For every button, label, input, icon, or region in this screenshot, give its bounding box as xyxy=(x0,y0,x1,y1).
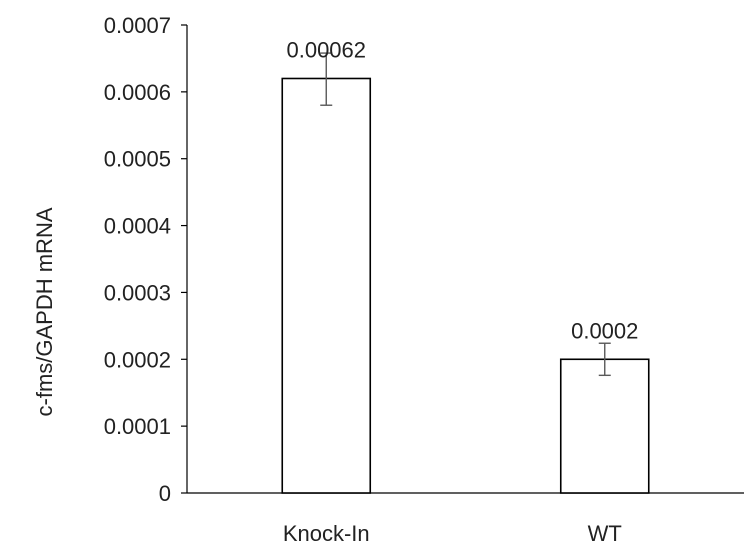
axes: 0 0.0001 0.0002 0.0003 0.0004 0.0005 0.0006 0.0… xyxy=(104,13,744,546)
bar-wt xyxy=(559,358,650,494)
y-tick-label: 0.0006 xyxy=(104,80,171,105)
error-bars xyxy=(320,52,611,377)
y-tick-label: 0.0003 xyxy=(104,280,171,305)
data-label: 0.00062 xyxy=(286,37,366,62)
data-label: 0.0002 xyxy=(571,318,638,343)
data-labels: 0.00062 0.0002 xyxy=(286,37,638,343)
y-tick-label: 0.0004 xyxy=(104,214,171,239)
x-tick-label: WT xyxy=(588,521,622,546)
y-tick-label: 0.0007 xyxy=(104,13,171,38)
x-tick-label: Knock-In xyxy=(283,521,370,546)
bar-knock-in xyxy=(281,77,372,494)
bars xyxy=(281,77,650,494)
y-tick-label: 0 xyxy=(159,481,171,506)
y-tick-label: 0.0005 xyxy=(104,147,171,172)
y-tick-label: 0.0002 xyxy=(104,347,171,372)
y-tick-label: 0.0001 xyxy=(104,414,171,439)
y-axis-title: c-fms/GAPDH mRNA xyxy=(32,207,57,416)
